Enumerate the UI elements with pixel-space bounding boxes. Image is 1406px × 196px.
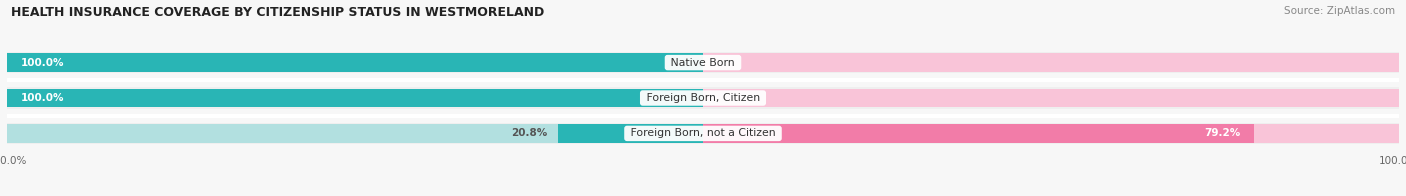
Text: 100.0%: 100.0% — [21, 93, 65, 103]
Text: Source: ZipAtlas.com: Source: ZipAtlas.com — [1284, 6, 1395, 16]
Bar — [558, 124, 703, 143]
Bar — [703, 89, 1399, 107]
Bar — [7, 53, 703, 72]
Bar — [7, 123, 1399, 144]
Bar — [703, 53, 1399, 72]
Text: 100.0%: 100.0% — [21, 58, 65, 68]
Text: HEALTH INSURANCE COVERAGE BY CITIZENSHIP STATUS IN WESTMORELAND: HEALTH INSURANCE COVERAGE BY CITIZENSHIP… — [11, 6, 544, 19]
Text: Native Born: Native Born — [668, 58, 738, 68]
Bar — [7, 124, 703, 143]
Bar — [7, 52, 1399, 73]
Text: Foreign Born, not a Citizen: Foreign Born, not a Citizen — [627, 128, 779, 138]
Text: 79.2%: 79.2% — [1204, 128, 1240, 138]
Bar — [7, 89, 703, 107]
Bar — [703, 124, 1254, 143]
Bar — [7, 87, 1399, 109]
Text: Foreign Born, Citizen: Foreign Born, Citizen — [643, 93, 763, 103]
Bar — [703, 124, 1399, 143]
Bar — [7, 53, 703, 72]
Bar — [7, 89, 703, 107]
Text: 20.8%: 20.8% — [512, 128, 548, 138]
